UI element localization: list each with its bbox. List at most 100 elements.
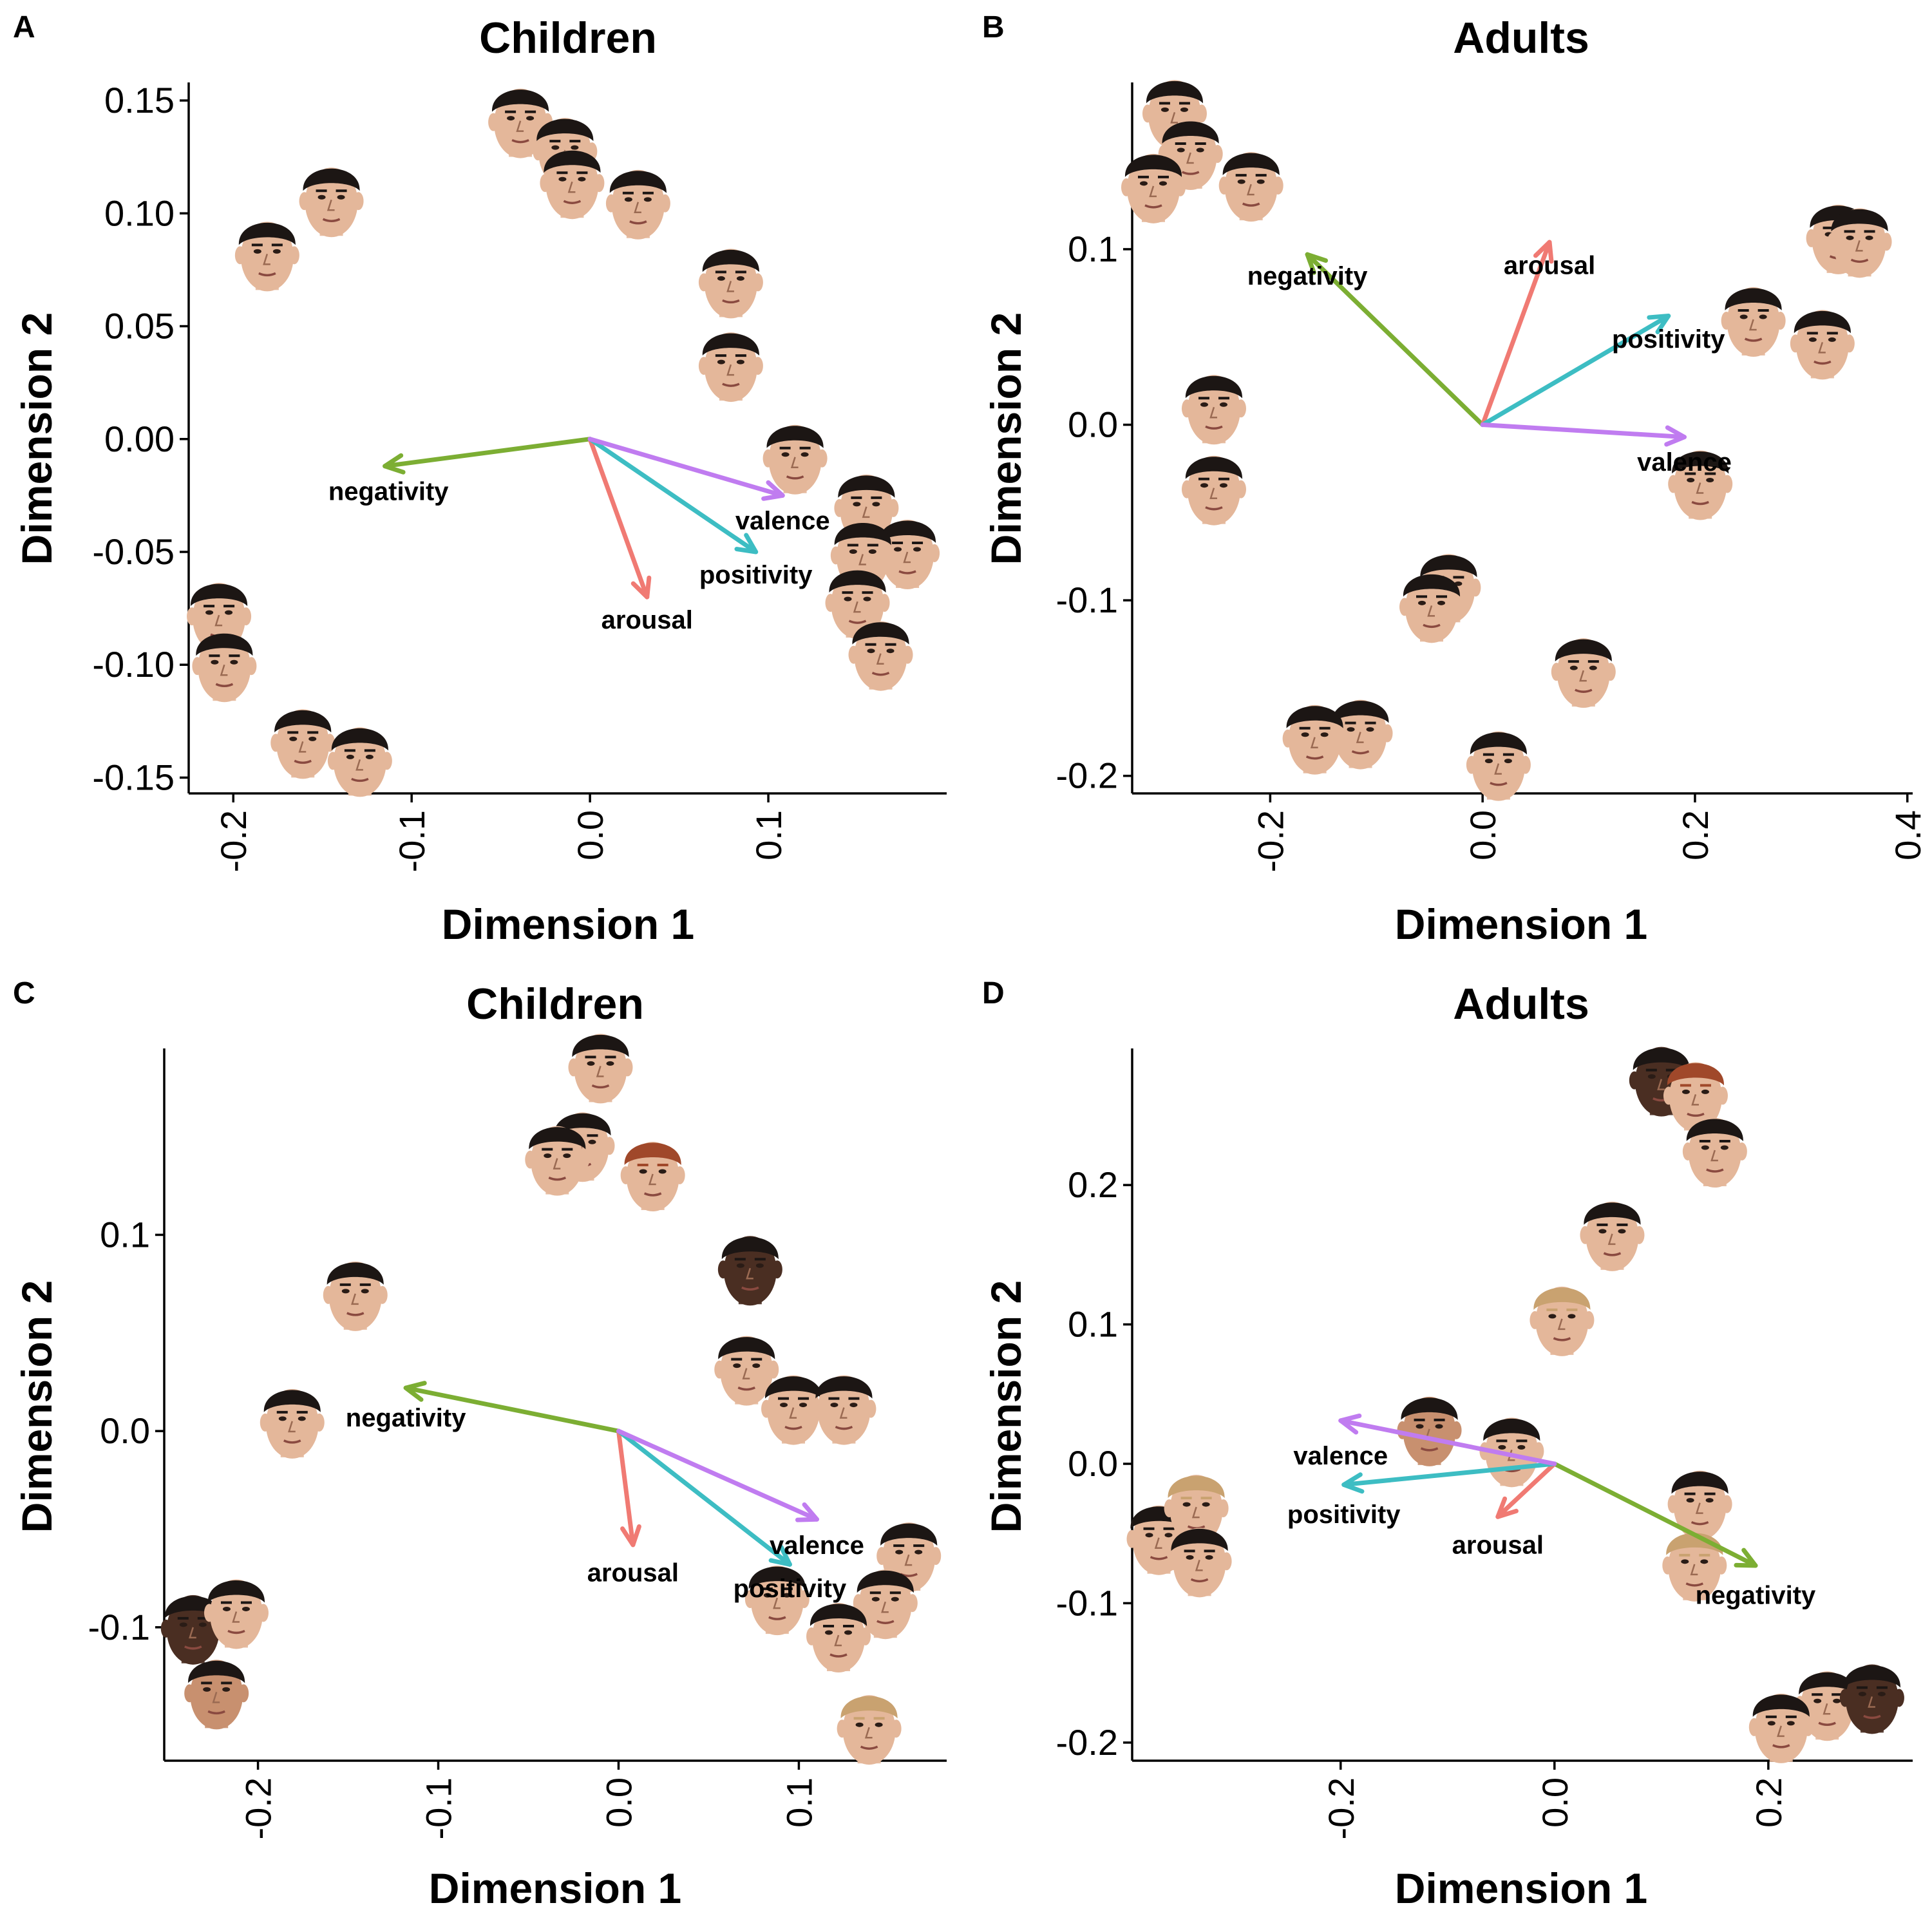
face-point — [837, 1695, 902, 1765]
face-point — [1181, 375, 1246, 445]
panel-c: C Children 0.1 0.0 -0.1 -0.2 -0.1 0.0 0.1 negat… — [13, 976, 947, 1912]
arrow-valence — [616, 1428, 819, 1522]
panel-title-b: Adults — [1453, 14, 1589, 62]
y-tick-label-a: -0.10 — [92, 644, 175, 685]
y-tick-label-c: -0.1 — [88, 1607, 151, 1647]
arrow-label-negativity: negativity — [328, 477, 449, 506]
face-point — [568, 1034, 633, 1104]
arrow-label-negativity: negativity — [346, 1404, 466, 1432]
y-tick-label-a: 0.10 — [104, 193, 175, 233]
y-tick-label-a: 0.05 — [104, 306, 175, 346]
face-point — [714, 1336, 779, 1406]
arrow-negativity — [1552, 1461, 1758, 1568]
face-point — [1397, 1396, 1462, 1466]
panel-letter-a: A — [13, 10, 35, 44]
face-point — [848, 621, 913, 691]
arrow-positivity — [1341, 1461, 1557, 1494]
arrow-label-valence: valence — [770, 1531, 864, 1560]
y-tick-label-a: -0.15 — [92, 757, 175, 797]
face-point — [717, 1236, 782, 1306]
y-axis-label-c: Dimension 2 — [13, 1280, 61, 1533]
face-point — [327, 727, 392, 797]
face-point — [1748, 1693, 1814, 1763]
face-point — [1790, 310, 1855, 380]
y-tick-label-b: 0.1 — [1068, 229, 1118, 269]
x-tick-label-c: -0.2 — [238, 1777, 279, 1840]
face-point — [811, 1375, 876, 1445]
x-tick-label-d: 0.2 — [1748, 1777, 1789, 1828]
panel-d: D Adults 0.2 0.1 0.0 -0.1 -0.2 -0.2 0.0 0.2 nega… — [982, 976, 1913, 1912]
y-tick-label-c: 0.0 — [100, 1410, 150, 1451]
x-tick-label-b: 0.4 — [1888, 810, 1928, 860]
x-tick-label-d: -0.2 — [1321, 1777, 1361, 1840]
face-point — [204, 1579, 269, 1649]
face-point — [1121, 153, 1186, 223]
arrow-label-arousal: arousal — [1504, 251, 1595, 279]
arrow-arousal — [1480, 240, 1554, 428]
y-tick-label-d: 0.1 — [1068, 1304, 1118, 1345]
x-tick-label-b: 0.0 — [1463, 810, 1503, 860]
face-point — [1181, 455, 1246, 526]
arrow-label-valence: valence — [1293, 1442, 1388, 1470]
y-tick-label-d: -0.1 — [1056, 1582, 1119, 1623]
panel-letter-b: B — [982, 10, 1005, 44]
y-tick-label-d: 0.2 — [1068, 1164, 1118, 1205]
face-point — [1662, 1531, 1727, 1602]
arrow-arousal — [1495, 1461, 1557, 1519]
face-point — [1218, 152, 1283, 222]
face-point — [853, 1569, 918, 1640]
face-point — [1839, 1664, 1904, 1734]
plot-area-d: 0.2 0.1 0.0 -0.1 -0.2 -0.2 0.0 0.2 negativity aro… — [1056, 1046, 1913, 1840]
y-axis-label-d: Dimension 2 — [982, 1280, 1030, 1533]
face-point — [825, 569, 890, 639]
face-point — [744, 1566, 810, 1636]
x-axis-label-a: Dimension 1 — [442, 900, 694, 948]
face-point — [192, 632, 257, 703]
face-point — [525, 1126, 590, 1196]
plot-area-a: 0.15 0.10 0.05 0.00 -0.05 -0.10 -0.15 -0.2 -0.1 0… — [92, 80, 947, 873]
y-axis-label-b: Dimension 2 — [982, 312, 1030, 565]
y-tick-label-b: -0.1 — [1056, 580, 1119, 620]
arrow-arousal — [616, 1428, 641, 1548]
face-point — [260, 1388, 325, 1459]
face-point — [698, 332, 763, 402]
face-point — [1667, 1470, 1732, 1540]
arrow-negativity — [403, 1381, 621, 1434]
face-point — [1466, 731, 1531, 801]
arrow-negativity — [383, 437, 592, 475]
face-point — [698, 249, 763, 319]
panel-title-d: Adults — [1453, 980, 1589, 1028]
y-axis-label-a: Dimension 2 — [13, 312, 61, 565]
y-tick-label-a: -0.05 — [92, 531, 175, 572]
y-tick-label-a: 0.00 — [104, 419, 175, 459]
arrow-negativity — [1305, 252, 1485, 428]
x-axis-label-d: Dimension 1 — [1395, 1864, 1647, 1912]
arrow-valence — [587, 437, 785, 501]
arrow-label-arousal: arousal — [587, 1559, 679, 1587]
arrow-positivity — [587, 437, 759, 554]
face-point — [1580, 1201, 1645, 1271]
y-tick-label-d: -0.2 — [1056, 1722, 1119, 1763]
face-point — [299, 167, 364, 238]
arrow-label-negativity: negativity — [1247, 262, 1368, 290]
panel-title-a: Children — [479, 14, 657, 62]
x-tick-label-a: -0.2 — [213, 810, 254, 873]
arrow-label-negativity: negativity — [1696, 1581, 1816, 1609]
face-point — [762, 424, 828, 495]
face-point — [1827, 208, 1892, 278]
arrow-arousal — [587, 437, 652, 600]
face-point — [761, 1375, 826, 1445]
x-tick-label-a: 0.1 — [748, 810, 789, 860]
face-point — [1668, 450, 1733, 520]
plot-area-b: 0.1 0.0 -0.1 -0.2 -0.2 0.0 0.2 0.4 negativity aro… — [1056, 80, 1928, 873]
face-point — [1721, 287, 1786, 357]
x-axis-label-c: Dimension 1 — [429, 1864, 681, 1912]
arrow-label-valence: valence — [1637, 448, 1732, 477]
y-tick-label-b: 0.0 — [1068, 404, 1118, 445]
panel-a: A Children 0.15 0.10 0.05 0.00 -0.05 -0.10 -0.… — [13, 10, 947, 948]
face-point — [1551, 638, 1616, 708]
face-point — [1167, 1528, 1232, 1598]
face-point — [605, 169, 670, 240]
arrow-label-arousal: arousal — [601, 606, 693, 634]
face-point — [1282, 705, 1347, 775]
